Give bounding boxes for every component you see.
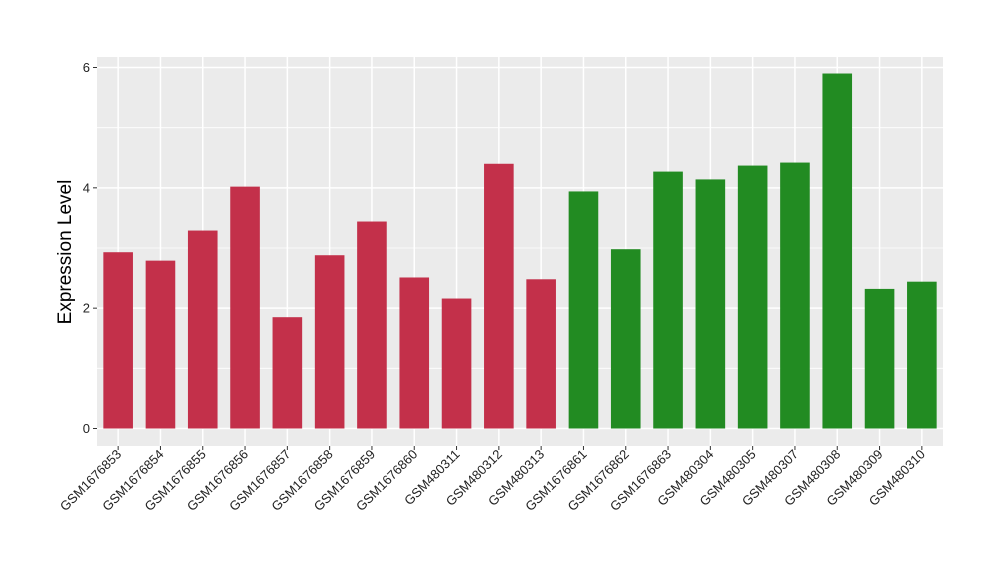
bar-gsm480308 [822, 73, 853, 429]
bar-gsm480304 [695, 179, 726, 429]
y-axis: 0 2 4 6 [83, 60, 97, 436]
bars [103, 73, 937, 429]
y-axis-title: Expression Level [55, 180, 76, 325]
x-axis: GSM1676853GSM1676854GSM1676855GSM1676856… [57, 446, 928, 514]
bar-gsm1676853 [103, 252, 133, 429]
bar-gsm480311 [441, 298, 472, 429]
bar-gsm480305 [737, 165, 768, 429]
bar-gsm1676855 [187, 230, 218, 429]
bar-gsm1676860 [399, 277, 430, 429]
bar-gsm1676863 [653, 171, 683, 429]
bar-gsm1676862 [610, 249, 641, 429]
bar-gsm1676859 [357, 221, 387, 429]
bar-gsm1676858 [314, 255, 345, 429]
bar-gsm480307 [780, 162, 810, 429]
bar-gsm480313 [526, 279, 556, 429]
bar-gsm1676861 [568, 191, 599, 429]
bar-gsm480310 [907, 281, 937, 429]
y-tick-label: 6 [83, 60, 90, 75]
bar-gsm1676857 [272, 317, 303, 429]
bar-gsm1676854 [145, 260, 176, 429]
y-tick-label: 0 [83, 421, 90, 436]
y-tick-label: 4 [83, 180, 90, 195]
plot-panel [97, 57, 943, 446]
bar-gsm480309 [864, 288, 895, 429]
bar-gsm480312 [484, 163, 514, 429]
y-tick-label: 2 [83, 301, 90, 316]
bar-gsm1676856 [230, 186, 260, 429]
